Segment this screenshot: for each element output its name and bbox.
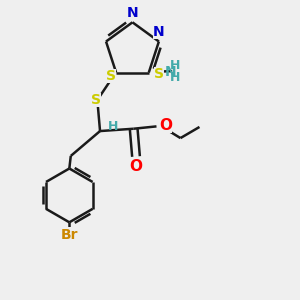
Text: S: S [106,69,116,83]
Text: Br: Br [61,228,78,242]
Text: H: H [108,120,119,133]
Text: O: O [159,118,172,133]
Text: N: N [127,6,138,20]
Text: H: H [170,71,180,84]
Text: S: S [154,67,164,81]
Text: S: S [91,93,101,107]
Text: H: H [170,59,180,72]
Text: N: N [165,65,176,79]
Text: O: O [130,159,142,174]
Text: N: N [153,25,165,39]
